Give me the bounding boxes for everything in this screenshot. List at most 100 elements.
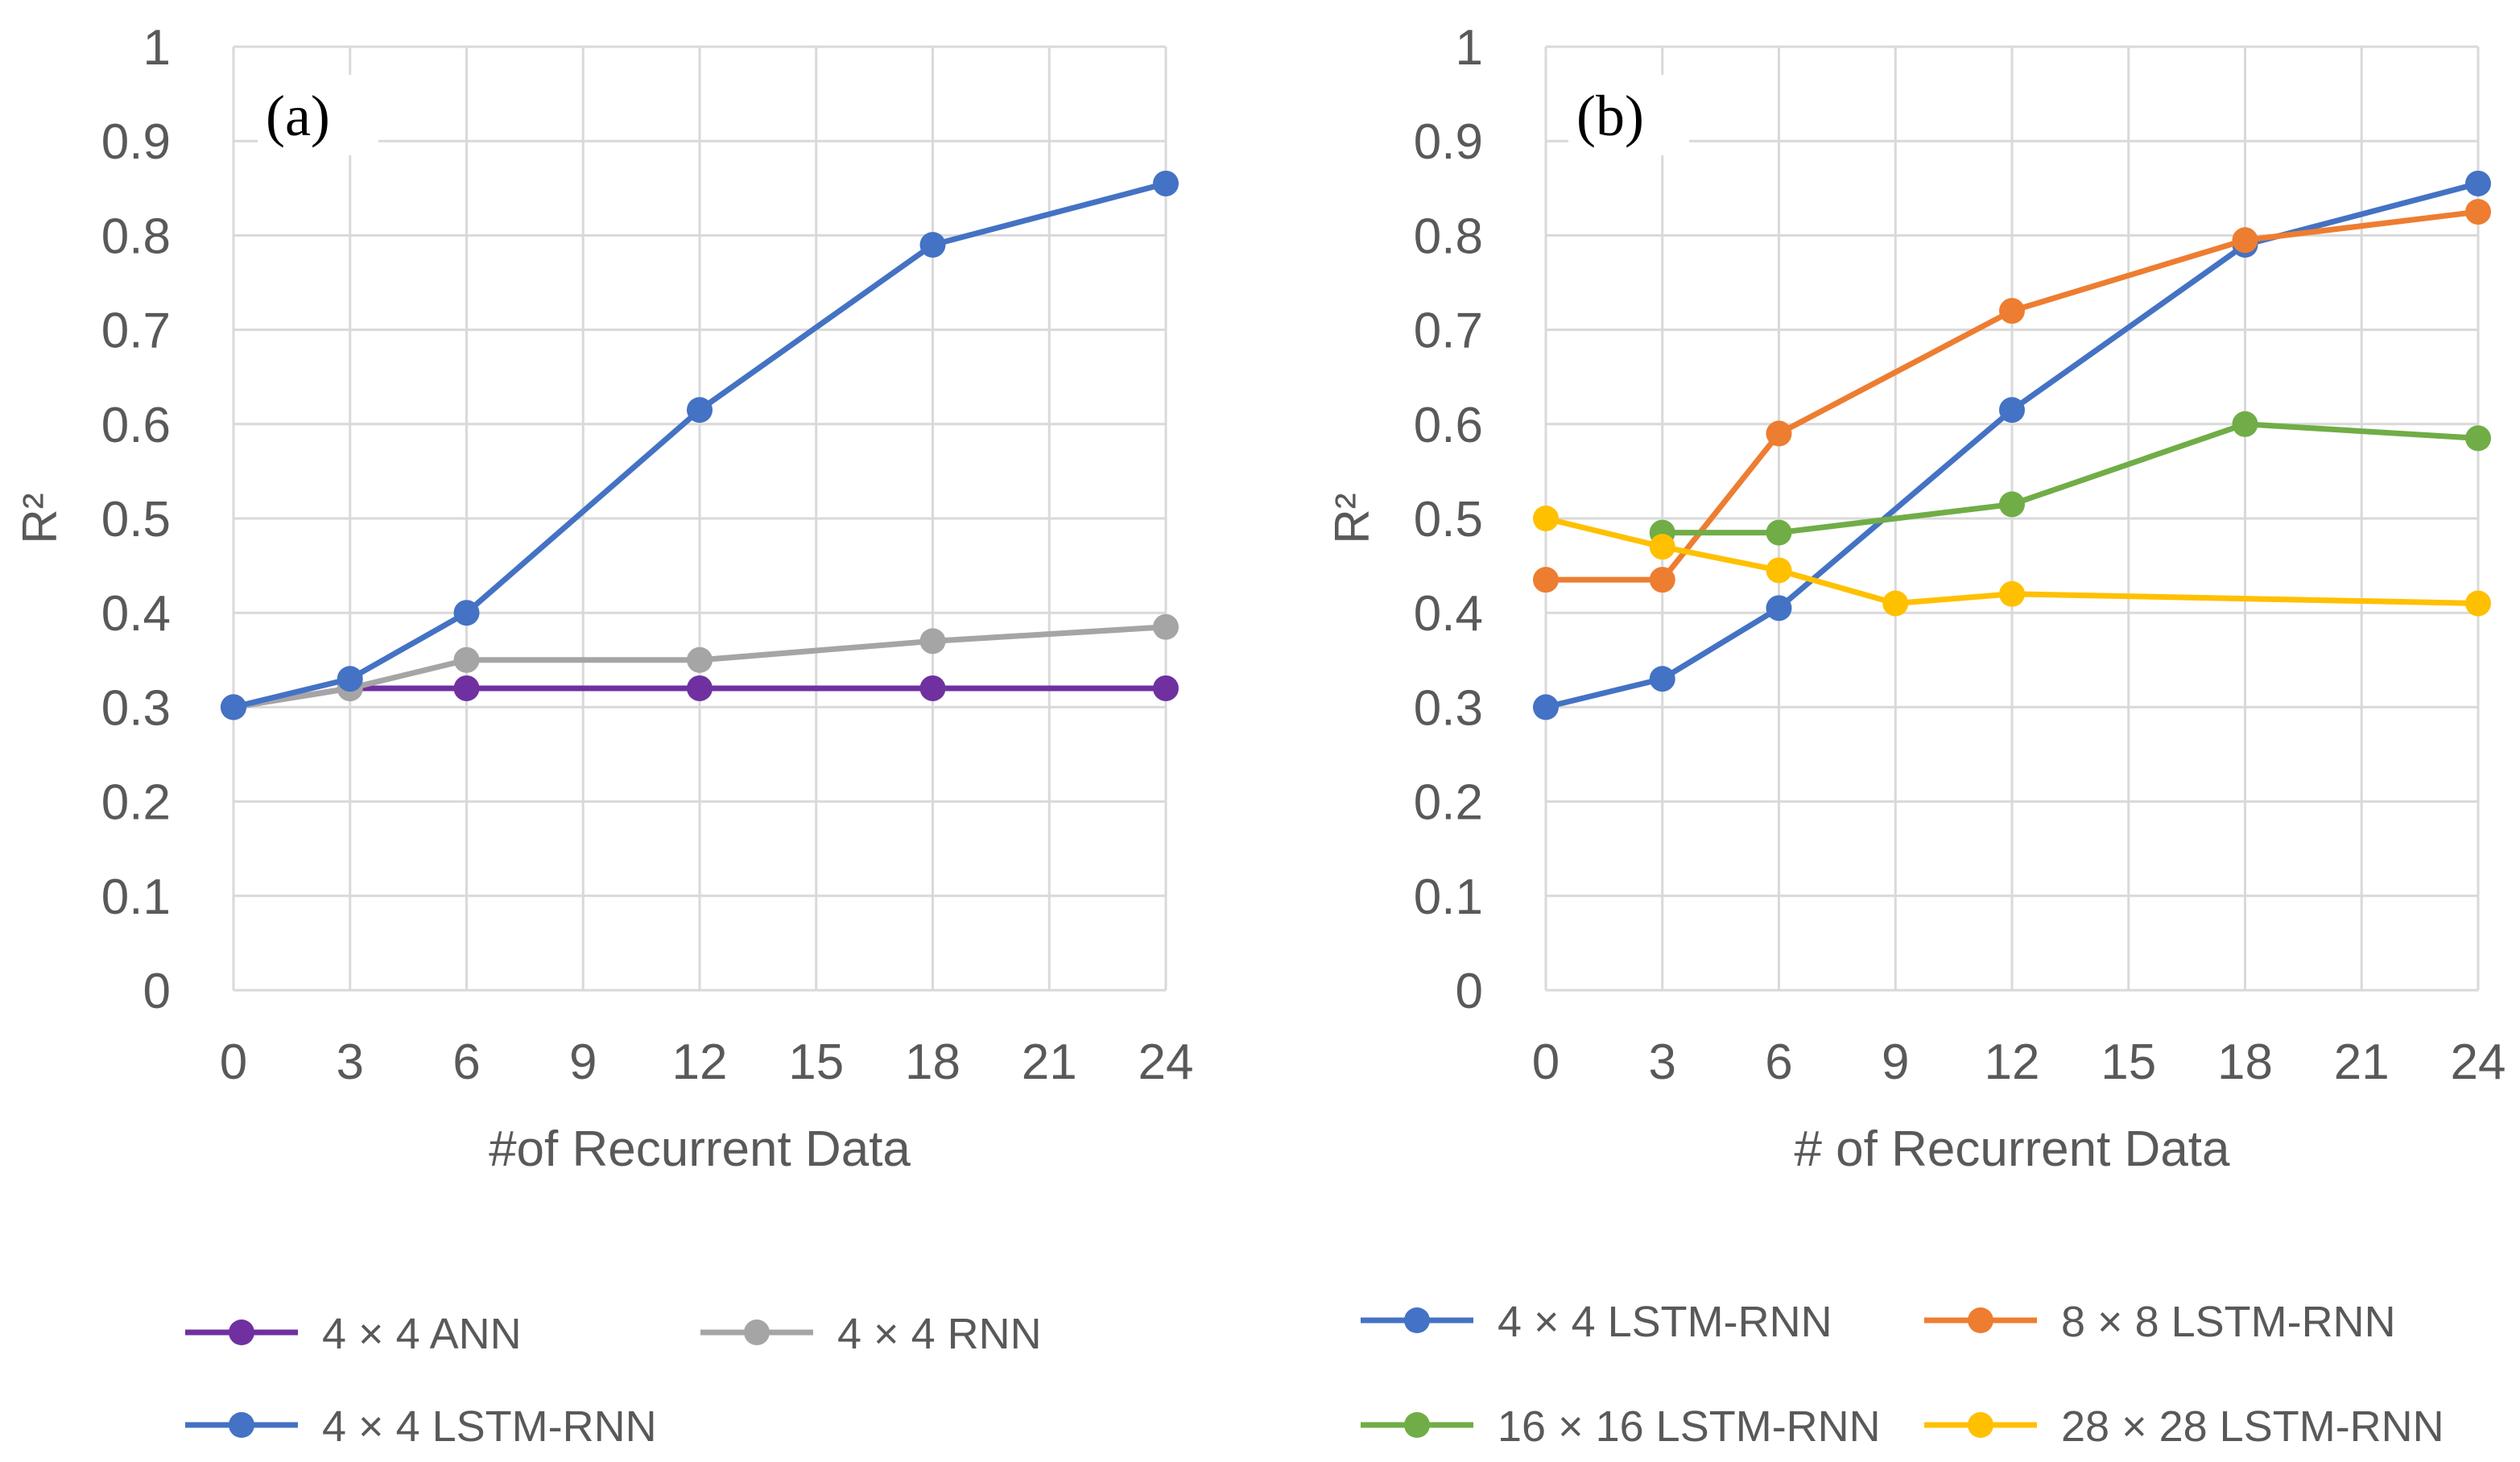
y-tick-label: 1	[1456, 20, 1483, 76]
legend-label: 4 × 4 ANN	[322, 1310, 522, 1358]
data-point	[687, 675, 713, 701]
y-tick-label: 0.2	[101, 775, 171, 831]
data-point	[453, 646, 480, 673]
y-tick-label: 0	[143, 964, 171, 1019]
data-point	[1649, 534, 1675, 560]
panel-label-bg	[1568, 75, 1689, 155]
x-axis-title: #of Recurrent Data	[489, 1121, 911, 1177]
legend-marker	[1404, 1412, 1430, 1438]
x-tick-label: 0	[1532, 1035, 1560, 1090]
data-point	[1153, 613, 1179, 640]
y-tick-label: 0.3	[101, 680, 171, 736]
x-tick-label: 6	[452, 1035, 480, 1090]
x-tick-label: 12	[672, 1035, 728, 1090]
data-point	[919, 675, 946, 701]
y-tick-label: 0.4	[1414, 586, 1483, 642]
data-point	[1533, 694, 1559, 721]
x-tick-label: 9	[569, 1035, 597, 1090]
data-point	[1649, 567, 1675, 593]
series-line	[230, 624, 1169, 710]
data-point	[1153, 170, 1179, 196]
y-tick-label: 0.7	[1414, 304, 1483, 359]
data-point	[1153, 675, 1179, 701]
y-tick-label: 0.2	[1414, 775, 1483, 831]
data-point	[453, 675, 480, 701]
x-tick-label: 15	[2101, 1035, 2156, 1090]
legend-label: 4 × 4 LSTM-RNN	[322, 1402, 657, 1451]
y-tick-label: 0.9	[101, 114, 171, 170]
data-point	[919, 628, 946, 655]
x-tick-label: 3	[337, 1035, 364, 1090]
data-point	[2465, 425, 2491, 452]
data-point	[1766, 420, 1792, 447]
data-point	[1999, 491, 2025, 518]
data-point	[919, 232, 946, 258]
y-tick-label: 0.8	[101, 209, 171, 264]
data-point	[1999, 580, 2025, 607]
x-tick-label: 12	[1985, 1035, 2040, 1090]
x-tick-label: 18	[2217, 1035, 2273, 1090]
y-tick-label: 0.4	[101, 586, 171, 642]
data-point	[2232, 227, 2258, 254]
x-tick-label: 18	[905, 1035, 960, 1090]
y-tick-label: 0.8	[1414, 209, 1483, 264]
y-axis-title: R²	[13, 493, 67, 543]
data-point	[687, 397, 713, 423]
data-point	[1999, 397, 2025, 423]
legend-label: 16 × 16 LSTM-RNN	[1498, 1402, 1881, 1451]
y-tick-label: 0.1	[101, 869, 171, 925]
data-point	[1882, 590, 1909, 617]
data-point	[221, 694, 246, 721]
y-tick-label: 0.7	[101, 304, 171, 359]
x-tick-label: 24	[2451, 1035, 2506, 1090]
series-line	[1543, 209, 2481, 583]
x-tick-label: 21	[2334, 1035, 2390, 1090]
legend-label: 4 × 4 RNN	[837, 1310, 1042, 1358]
y-tick-label: 0.5	[101, 492, 171, 547]
chart-panel-b: 0 0.1 0.2 0.3 0.4 0.5 0.6 0.7 0.8 0.9 1 0 3 6 9 12 15 18 2…	[1325, 20, 2506, 1451]
x-tick-label: 0	[220, 1035, 247, 1090]
y-tick-label: 0.6	[1414, 398, 1483, 453]
data-point	[1649, 666, 1675, 692]
x-tick-label: 15	[788, 1035, 844, 1090]
x-tick-label: 24	[1138, 1035, 1194, 1090]
legend-marker	[229, 1412, 254, 1438]
panel-label-bg	[258, 75, 378, 155]
legend-marker	[1968, 1412, 1993, 1438]
data-point	[1533, 567, 1559, 593]
legend-label: 8 × 8 LSTM-RNN	[2061, 1298, 2396, 1346]
series-line	[230, 180, 1169, 710]
y-tick-label: 1	[143, 20, 171, 76]
panel-label: (a)	[266, 84, 330, 148]
legend-label: 4 × 4 LSTM-RNN	[1498, 1298, 1832, 1346]
x-axis-title: # of Recurrent Data	[1794, 1121, 2230, 1177]
legend-marker	[744, 1320, 770, 1345]
x-tick-label: 3	[1649, 1035, 1676, 1090]
legend-marker	[1404, 1307, 1430, 1333]
x-tick-label: 9	[1882, 1035, 1909, 1090]
y-axis-title: R²	[1325, 493, 1379, 543]
data-point	[1999, 298, 2025, 324]
y-tick-label: 0.1	[1414, 869, 1483, 925]
y-tick-label: 0.5	[1414, 492, 1483, 547]
data-point	[1533, 506, 1559, 531]
series-line	[1543, 515, 2481, 606]
data-point	[2465, 170, 2491, 196]
data-point	[2465, 590, 2491, 617]
data-point	[1766, 595, 1792, 622]
chart-panel-a: 0 0.1 0.2 0.3 0.4 0.5 0.6 0.7 0.8 0.9 1 0 3 6 9 12 15 18 2…	[13, 20, 1193, 1451]
data-point	[1766, 519, 1792, 546]
y-tick-label: 0.9	[1414, 114, 1483, 170]
legend-label: 28 × 28 LSTM-RNN	[2061, 1402, 2444, 1451]
data-point	[453, 600, 480, 626]
legend-marker	[1968, 1307, 1993, 1333]
x-tick-label: 6	[1765, 1035, 1792, 1090]
y-tick-label: 0.6	[101, 398, 171, 453]
data-point	[2232, 411, 2258, 437]
y-tick-label: 0.3	[1414, 680, 1483, 736]
data-point	[1766, 557, 1792, 584]
panel-label: (b)	[1576, 84, 1644, 148]
x-tick-label: 21	[1022, 1035, 1077, 1090]
data-point	[687, 646, 713, 673]
